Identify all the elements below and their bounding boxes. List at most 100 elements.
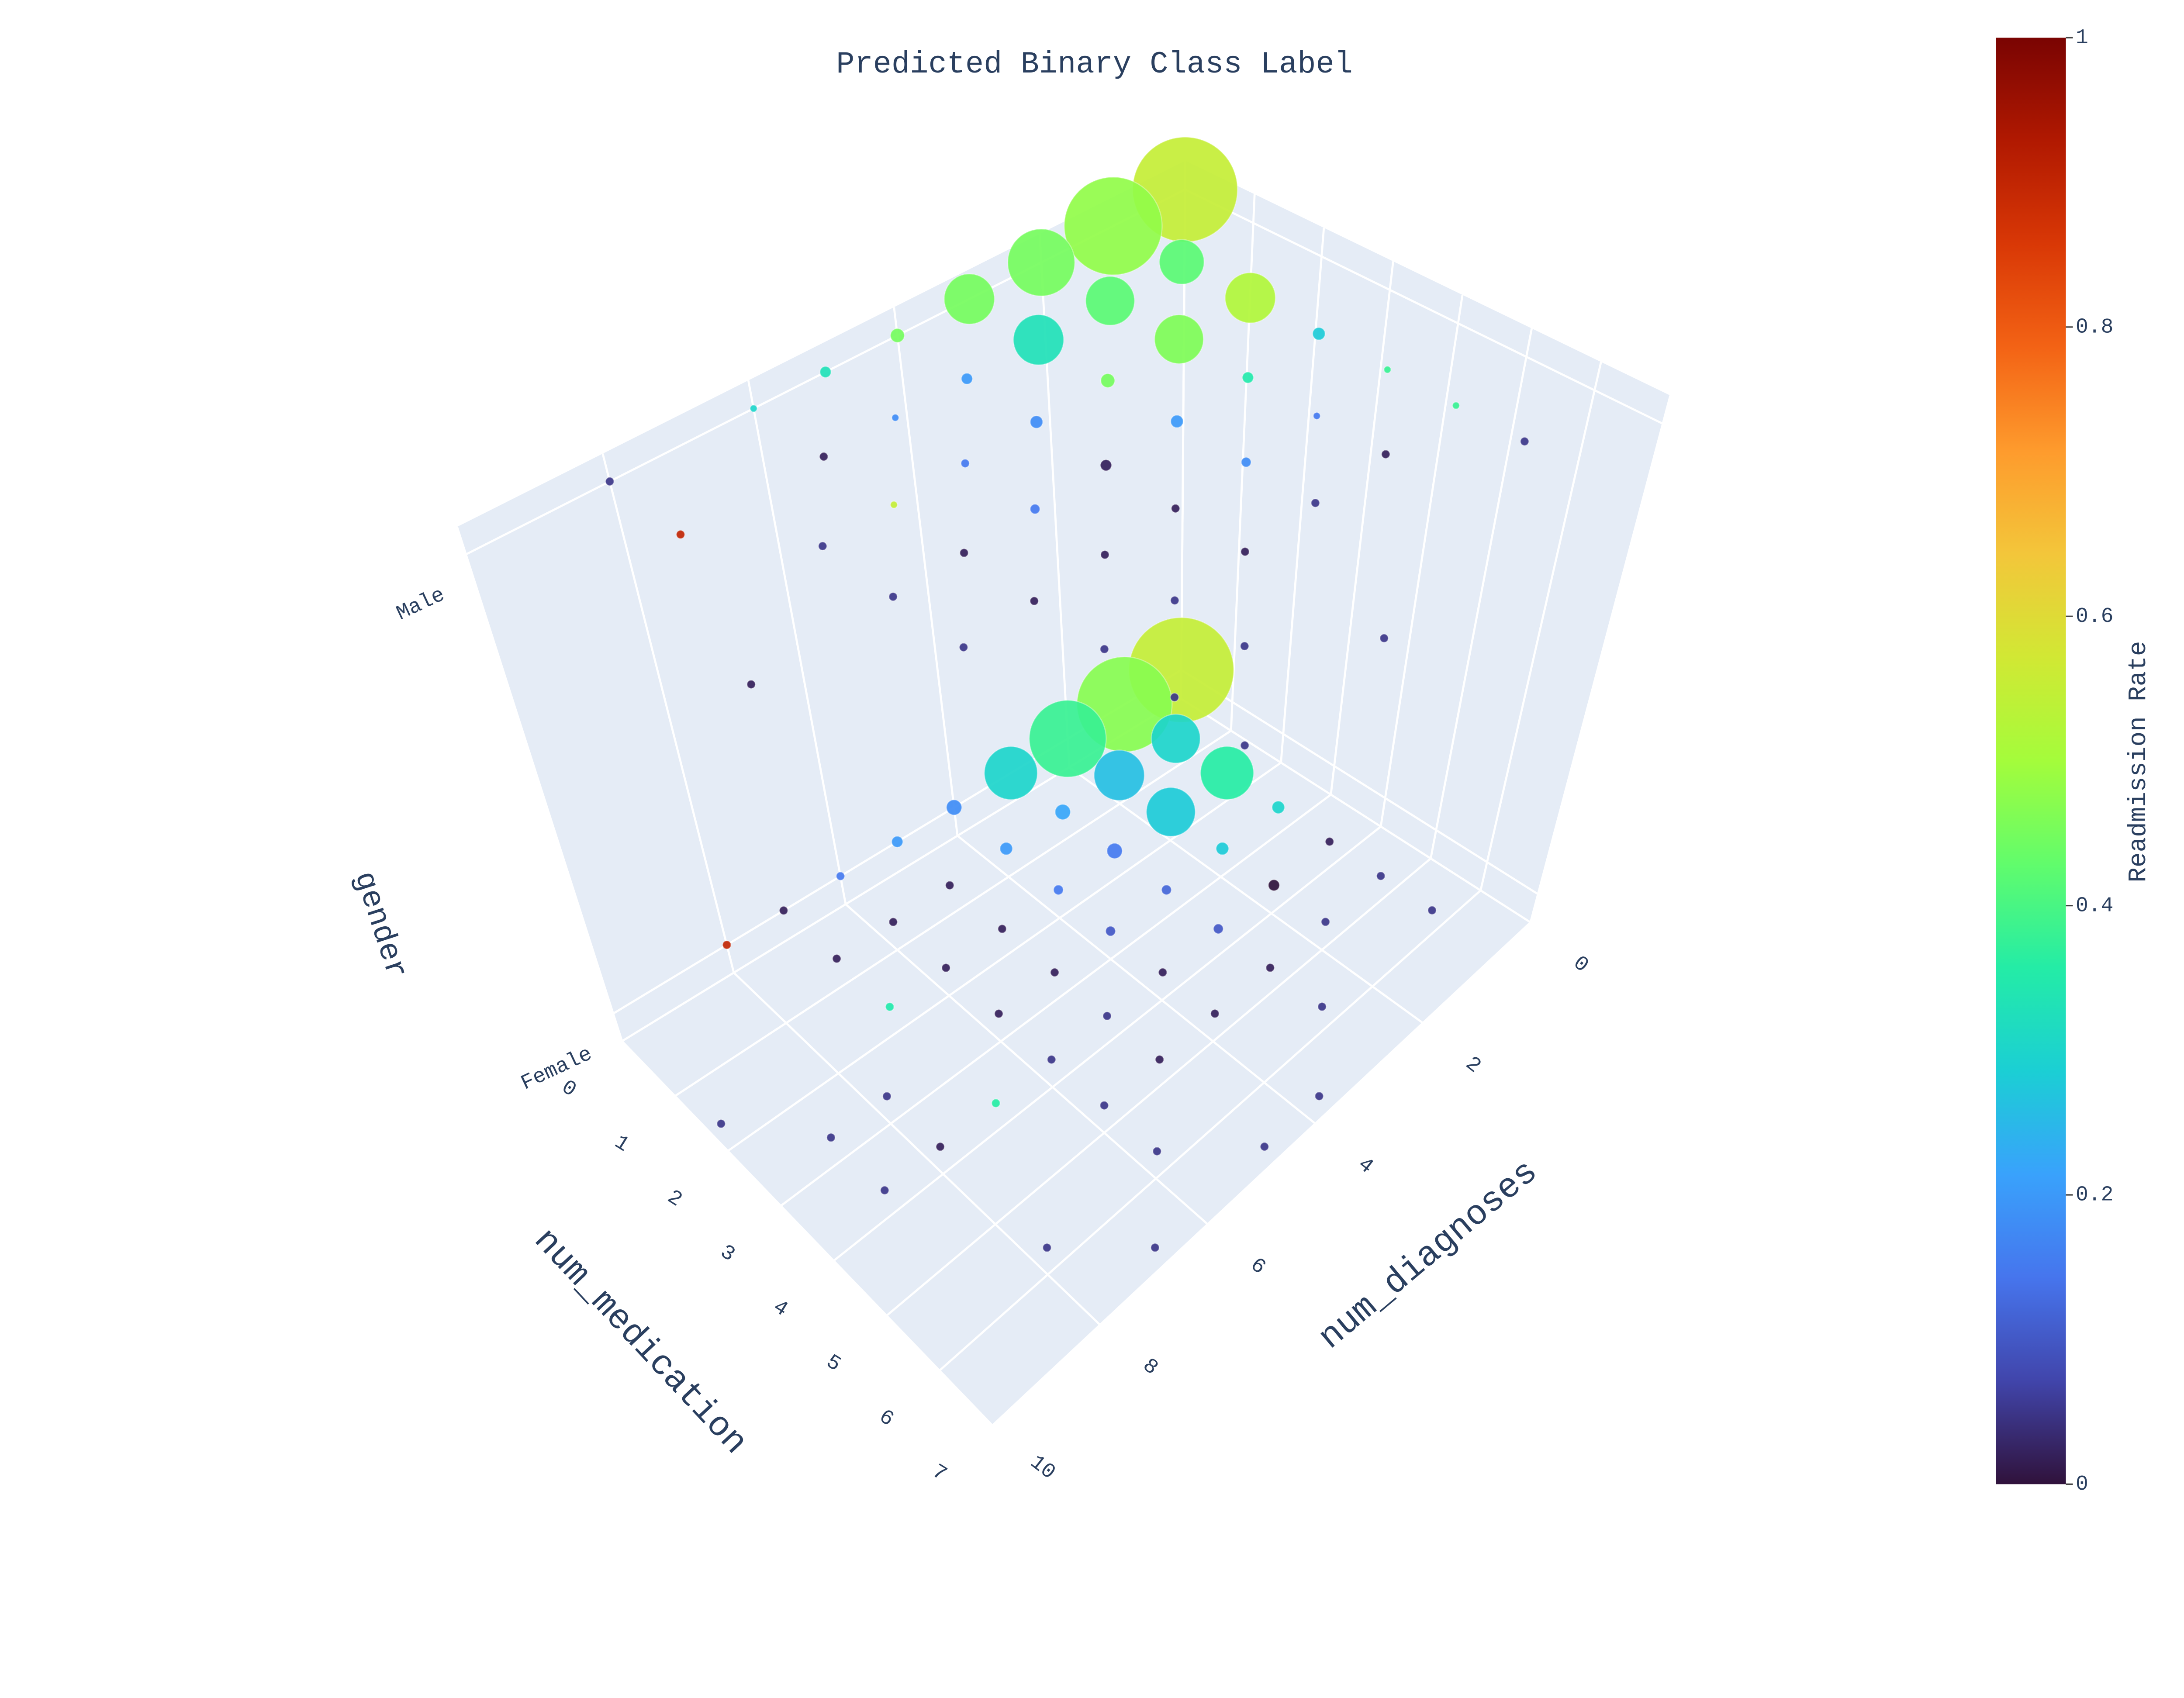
y-axis-title: num_diagnoses bbox=[1312, 1153, 1546, 1358]
colorbar bbox=[1996, 38, 2066, 1484]
x-tick-label: 5 bbox=[822, 1350, 845, 1377]
data-point bbox=[716, 1119, 726, 1129]
data-point bbox=[1200, 745, 1254, 801]
y-grid-floor bbox=[845, 903, 1209, 1225]
data-point bbox=[1317, 1002, 1327, 1011]
data-point bbox=[994, 1009, 1004, 1019]
data-point bbox=[819, 452, 829, 462]
data-point bbox=[1047, 1055, 1057, 1065]
data-point bbox=[836, 871, 845, 881]
data-point bbox=[1520, 436, 1530, 446]
y-grid-floor bbox=[733, 972, 1101, 1326]
data-point bbox=[1042, 1242, 1052, 1253]
y-tick-label: 4 bbox=[1353, 1153, 1378, 1179]
data-point bbox=[997, 924, 1007, 934]
data-point bbox=[1064, 176, 1163, 276]
data-point bbox=[1241, 456, 1252, 468]
data-point bbox=[1099, 459, 1113, 472]
data-point bbox=[1030, 415, 1044, 429]
data-point bbox=[1265, 963, 1275, 973]
data-point bbox=[1213, 923, 1224, 935]
data-point bbox=[1314, 1091, 1324, 1101]
y-tick-label: 2 bbox=[1461, 1052, 1485, 1078]
y-tick-label: 10 bbox=[1025, 1451, 1060, 1485]
data-point bbox=[1158, 239, 1205, 285]
data-point bbox=[935, 1142, 945, 1152]
data-point bbox=[1154, 1055, 1165, 1064]
data-point bbox=[991, 1098, 1001, 1108]
x-grid-wall bbox=[1529, 395, 1672, 923]
x-grid-wall bbox=[1430, 328, 1533, 859]
data-point bbox=[880, 1185, 890, 1195]
data-point bbox=[1240, 740, 1250, 750]
y-tick-label: 8 bbox=[1138, 1354, 1162, 1380]
colorbar-tick-label: 0.4 bbox=[2076, 894, 2113, 918]
colorbar-tick-label: 0 bbox=[2076, 1473, 2088, 1496]
data-point bbox=[1320, 917, 1330, 927]
y-grid-wall bbox=[601, 453, 735, 973]
data-point bbox=[1102, 1011, 1112, 1021]
data-point bbox=[1381, 449, 1391, 459]
x-tick-label: 1 bbox=[610, 1131, 633, 1157]
y-grid-floor bbox=[957, 835, 1316, 1125]
colorbar-title: Readmission Rate bbox=[2125, 641, 2153, 883]
x-grid-floor bbox=[992, 921, 1531, 1426]
data-point bbox=[1268, 879, 1280, 892]
data-point bbox=[1029, 596, 1039, 606]
data-point bbox=[890, 328, 905, 343]
x-tick-label: 7 bbox=[928, 1460, 951, 1487]
data-point bbox=[1154, 314, 1204, 364]
y-grid-wall bbox=[893, 307, 959, 836]
y-grid-wall bbox=[747, 380, 847, 904]
data-point bbox=[885, 1002, 895, 1012]
data-point bbox=[1310, 498, 1320, 508]
y-tick-label: 6 bbox=[1246, 1253, 1270, 1280]
data-point bbox=[882, 1091, 892, 1101]
data-point bbox=[1105, 925, 1116, 937]
data-point bbox=[890, 500, 898, 509]
x-grid-floor bbox=[833, 825, 1382, 1262]
data-point bbox=[959, 642, 968, 652]
data-point bbox=[1053, 884, 1064, 896]
floor-plane bbox=[622, 699, 1531, 1425]
x-grid-wall bbox=[1280, 228, 1325, 763]
chart-title: Predicted Binary Class Label bbox=[836, 47, 1353, 82]
data-point bbox=[1106, 842, 1123, 859]
right-wall bbox=[1181, 161, 1670, 922]
data-point bbox=[1376, 871, 1386, 881]
y-grid-wall bbox=[456, 526, 623, 1042]
data-point bbox=[1170, 595, 1180, 605]
data-point bbox=[1259, 1142, 1269, 1152]
z-tick-label: Female bbox=[518, 1042, 596, 1096]
data-point bbox=[818, 541, 828, 551]
x-grid-floor bbox=[886, 857, 1431, 1317]
data-point bbox=[1224, 272, 1276, 324]
colorbar-tick-label: 0.8 bbox=[2076, 315, 2113, 339]
data-point bbox=[1452, 401, 1460, 410]
data-point bbox=[1312, 327, 1326, 341]
x-tick-label: 6 bbox=[874, 1405, 898, 1432]
data-point bbox=[1379, 633, 1389, 643]
data-point bbox=[1313, 412, 1321, 420]
colorbar-tick-label: 0.6 bbox=[2076, 605, 2113, 628]
data-point bbox=[1085, 276, 1135, 326]
data-point bbox=[1324, 837, 1334, 847]
data-point bbox=[984, 745, 1038, 801]
data-point bbox=[1240, 547, 1250, 557]
scene-points bbox=[605, 136, 1530, 1253]
x-tick-label: 4 bbox=[769, 1295, 792, 1322]
data-point bbox=[1013, 314, 1064, 366]
y-grid-floor bbox=[621, 1040, 993, 1426]
x-tick-label: 3 bbox=[716, 1240, 739, 1267]
data-point bbox=[1029, 700, 1107, 778]
scene-grid bbox=[456, 160, 1672, 1426]
data-point bbox=[1171, 504, 1181, 514]
y-grid-floor bbox=[1180, 697, 1531, 924]
data-point bbox=[1100, 550, 1110, 560]
z-grid-right bbox=[1185, 188, 1663, 425]
data-point bbox=[1054, 804, 1071, 821]
data-point bbox=[941, 963, 951, 973]
data-point bbox=[1151, 714, 1201, 764]
data-point bbox=[946, 799, 963, 816]
